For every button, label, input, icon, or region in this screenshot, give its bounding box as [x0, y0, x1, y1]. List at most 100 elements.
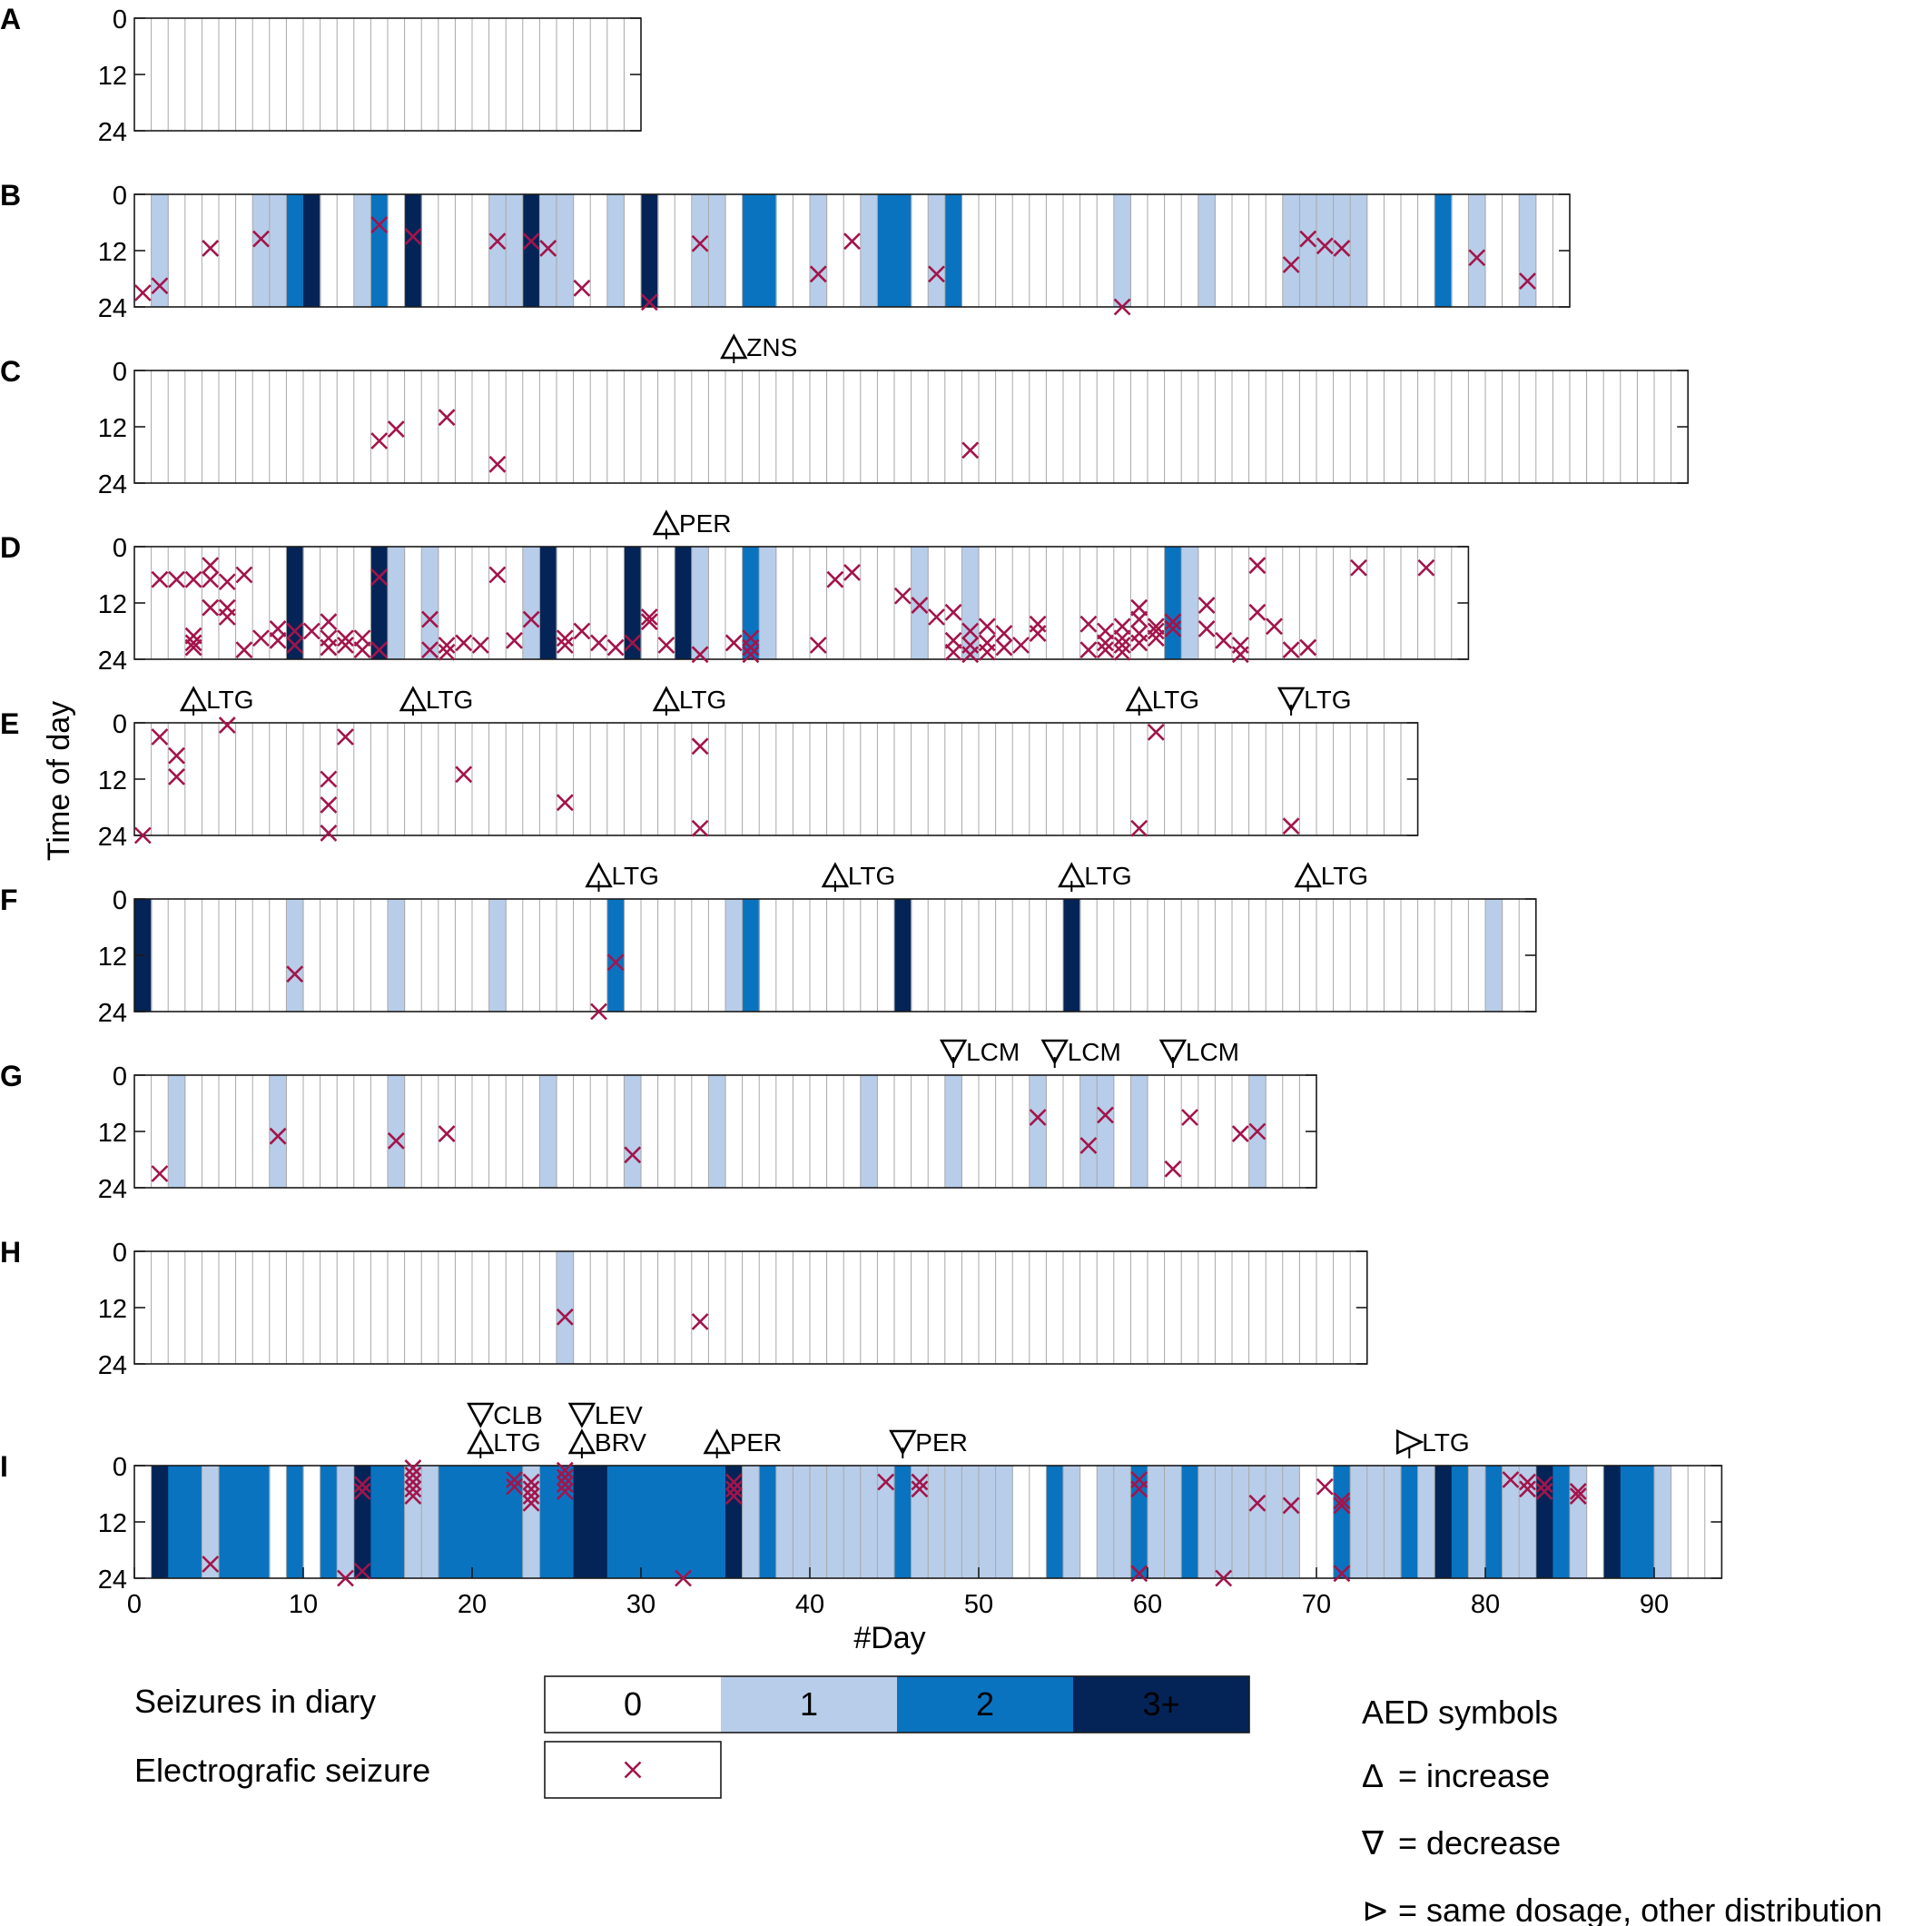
seizure-marker-stroke [556, 1308, 574, 1326]
seizure-marker [826, 570, 844, 588]
aed-increase-icon [1125, 686, 1153, 712]
seizure-marker [302, 622, 320, 640]
seizure-marker [320, 638, 338, 657]
seizure-marker [928, 608, 945, 626]
seizure-marker-stroke [404, 1459, 422, 1477]
diary-bar [455, 1466, 473, 1578]
seizure-marker [961, 441, 980, 459]
diary-bar [269, 194, 287, 307]
seizure-marker-stroke [809, 265, 827, 283]
seizure-marker [168, 767, 185, 785]
aed-decrease-icon [567, 1402, 596, 1428]
seizure-marker-stroke [488, 566, 507, 584]
diary-bar [286, 194, 304, 307]
seizure-marker [1113, 637, 1131, 654]
diary-bar [810, 1466, 828, 1578]
diary-bar [1063, 1466, 1081, 1578]
seizure-marker [133, 826, 152, 844]
seizure-marker-stroke [421, 641, 439, 659]
seizure-marker [1316, 1477, 1334, 1496]
diary-bar [168, 1075, 186, 1188]
seizure-marker [1215, 1569, 1233, 1587]
diary-bar [1434, 194, 1453, 307]
diary-bar [1215, 1466, 1233, 1578]
seizure-marker-stroke [995, 638, 1013, 657]
panel-label-c: C [0, 355, 21, 388]
seizure-marker-stroke [286, 637, 304, 654]
seizure-marker [1079, 641, 1098, 659]
seizure-marker-stroke [235, 641, 253, 659]
seizure-marker [1164, 619, 1182, 637]
seizure-marker [556, 794, 574, 812]
seizure-marker [1130, 610, 1148, 628]
y-tick-label: 12 [98, 238, 127, 267]
seizure-marker-stroke [370, 641, 389, 659]
seizure-marker [1282, 256, 1300, 273]
diary-bar [759, 1466, 777, 1578]
seizure-marker-stroke [1333, 1565, 1351, 1583]
seizure-marker [1079, 615, 1098, 633]
aed-drug-label: PER [730, 1428, 783, 1457]
diary-bar [894, 1466, 912, 1578]
seizure-marker-stroke [1248, 1122, 1267, 1141]
seizure-marker [1029, 625, 1047, 643]
seizure-marker-stroke [133, 826, 152, 844]
seizure-marker-stroke [742, 638, 760, 657]
seizure-marker [1535, 1476, 1553, 1494]
seizure-marker-stroke [218, 573, 236, 591]
y-tick-label: 0 [113, 182, 127, 211]
seizure-marker [522, 1480, 540, 1498]
seizure-marker-stroke [320, 770, 338, 788]
seizure-marker [202, 570, 220, 588]
seizure-marker [1535, 1482, 1553, 1500]
diary-bar [1181, 547, 1199, 659]
seizure-marker-stroke [944, 603, 962, 621]
seizure-marker-stroke [202, 239, 220, 257]
seizure-marker [657, 637, 675, 654]
seizure-marker-stroke [235, 566, 253, 584]
aed-drug-label: PER [679, 509, 732, 538]
diary-bar [488, 194, 507, 307]
seizure-marker [455, 634, 473, 652]
x-tick-label: 60 [1133, 1590, 1162, 1619]
diary-bar [1198, 194, 1216, 307]
legend: Seizures in diary 0 1 2 3+ Electrografic seiz… [134, 1675, 1882, 1926]
seizure-marker-stroke [488, 455, 507, 473]
y-tick-label: 24 [98, 1565, 127, 1595]
seizure-marker-stroke [1519, 1473, 1536, 1491]
seizure-marker [640, 613, 658, 631]
seizure-marker [370, 432, 389, 449]
aed-drug-label: LTG [612, 862, 659, 890]
diary-bar [641, 194, 659, 307]
aed-decrease-icon [1040, 1039, 1069, 1065]
seizure-marker [522, 1494, 540, 1512]
diary-bar [944, 1466, 962, 1578]
seizure-marker [387, 1131, 405, 1150]
aed-drug-label: BRV [595, 1428, 646, 1457]
seizure-marker [404, 1466, 422, 1484]
seizure-marker [1130, 634, 1148, 652]
seizure-marker-stroke [961, 646, 980, 664]
seizure-marker [1519, 1480, 1536, 1498]
seizure-marker-stroke [590, 634, 607, 652]
seizure-marker-stroke [202, 570, 220, 588]
seizure-marker [556, 637, 574, 654]
seizure-marker-stroke [893, 587, 912, 605]
y-tick-label: 12 [98, 414, 127, 443]
seizure-marker-stroke [168, 570, 185, 588]
seizure-marker-stroke [1248, 557, 1267, 575]
diary-bar [539, 547, 557, 659]
seizure-marker [404, 1487, 422, 1506]
seizure-marker-stroke [928, 608, 945, 626]
aed-drug-label: LTG [1152, 686, 1199, 714]
seizure-marker-stroke [151, 1165, 169, 1182]
seizure-marker [506, 1477, 523, 1496]
seizure-marker [1333, 1496, 1351, 1515]
seizure-marker-stroke [286, 965, 304, 983]
seizure-marker [675, 1569, 692, 1587]
seizure-marker-stroke [168, 746, 185, 765]
diary-bar [252, 194, 271, 307]
diary-bar [1401, 1466, 1419, 1578]
seizure-marker [1282, 817, 1300, 835]
seizure-marker-stroke [320, 638, 338, 657]
